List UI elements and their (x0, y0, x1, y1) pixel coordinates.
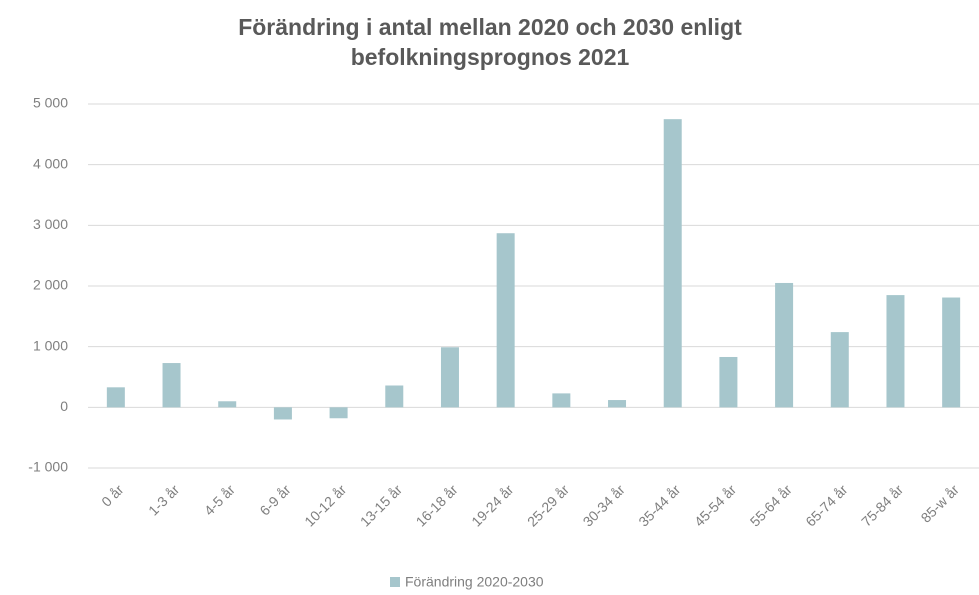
x-tick-label: 55-64 år (747, 481, 795, 529)
x-tick-label: 1-3 år (145, 481, 182, 518)
bar (162, 363, 181, 408)
y-tick-label: 1 000 (33, 337, 68, 353)
bar (886, 295, 905, 408)
bar (719, 356, 738, 408)
y-tick-label: 0 (60, 398, 68, 414)
legend-label: Förändring 2020-2030 (405, 574, 544, 590)
x-tick-label: 85-w år (918, 481, 963, 526)
chart-title: Förändring i antal mellan 2020 och 2030 … (238, 14, 742, 70)
x-tick-label: 25-29 år (524, 481, 572, 529)
x-tick-label: 13-15 år (357, 481, 405, 529)
x-tick-label: 45-54 år (691, 481, 739, 529)
x-tick-label: 19-24 år (468, 481, 516, 529)
x-tick-label: 75-84 år (858, 481, 906, 529)
y-tick-label: 4 000 (33, 155, 68, 171)
y-tick-label: -1 000 (28, 459, 68, 475)
bar (440, 347, 459, 408)
x-tick-label: 65-74 år (802, 481, 850, 529)
legend-swatch (390, 577, 400, 587)
bar (329, 407, 348, 419)
bar (106, 387, 125, 408)
x-tick-label: 6-9 år (256, 481, 293, 518)
bar (273, 407, 292, 420)
x-tick-label: 35-44 år (635, 481, 683, 529)
y-tick-label: 2 000 (33, 277, 68, 293)
bar (608, 400, 627, 408)
x-tick-label: 16-18 år (413, 481, 461, 529)
bar (552, 393, 571, 408)
bar (942, 297, 961, 408)
x-tick-label: 10-12 år (301, 481, 349, 529)
bar (218, 401, 237, 408)
bar (496, 233, 515, 408)
bar (775, 282, 794, 408)
x-tick-label: 4-5 år (201, 481, 238, 518)
y-tick-label: 3 000 (33, 216, 68, 232)
x-tick-label: 30-34 år (580, 481, 628, 529)
x-tick-label: 0 år (98, 481, 127, 510)
bar (385, 385, 404, 408)
bar (663, 119, 682, 408)
y-tick-label: 5 000 (33, 95, 68, 111)
bar (830, 332, 849, 408)
